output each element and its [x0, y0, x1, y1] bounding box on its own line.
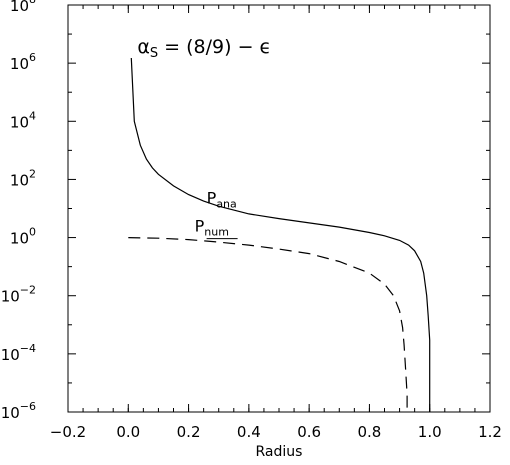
- y-tick-label: 10−6: [1, 400, 36, 422]
- x-tick-label: 0.2: [177, 423, 201, 441]
- y-tick-label: 102: [10, 167, 36, 189]
- x-axis-label: Radius: [256, 444, 303, 460]
- x-tick-label: 1.2: [478, 423, 502, 441]
- x-tick-label: −0.2: [50, 423, 86, 441]
- annotations: Pana Pnum αS = (8/9) − ϵ: [137, 36, 271, 240]
- plot-area: [128, 57, 431, 412]
- series-ana-line: [130, 57, 431, 412]
- y-axis: 10−6 10−4 10−2 100 102 104 106 108: [1, 0, 490, 422]
- series-num-line: [128, 237, 408, 412]
- series-num-label: Pnum: [195, 217, 229, 239]
- y-tick-label: 104: [10, 109, 36, 131]
- y-tick-label: 108: [10, 0, 36, 15]
- y-tick-label: 106: [10, 51, 36, 73]
- x-tick-label: 1.0: [418, 423, 442, 441]
- x-tick-label: 0.4: [237, 423, 261, 441]
- y-tick-label: 10−4: [1, 342, 36, 364]
- x-tick-label: 0.6: [297, 423, 321, 441]
- x-tick-label: 0.8: [357, 423, 381, 441]
- series-ana-label: Pana: [207, 188, 237, 210]
- annotation-alpha: αS = (8/9) − ϵ: [137, 36, 271, 61]
- y-tick-label: 100: [10, 226, 36, 248]
- x-axis: −0.2 0.0 0.2 0.4 0.6 0.8 1.0 1.2: [50, 5, 502, 441]
- y-tick-label: 10−2: [1, 284, 36, 306]
- x-tick-label: 0.0: [116, 423, 140, 441]
